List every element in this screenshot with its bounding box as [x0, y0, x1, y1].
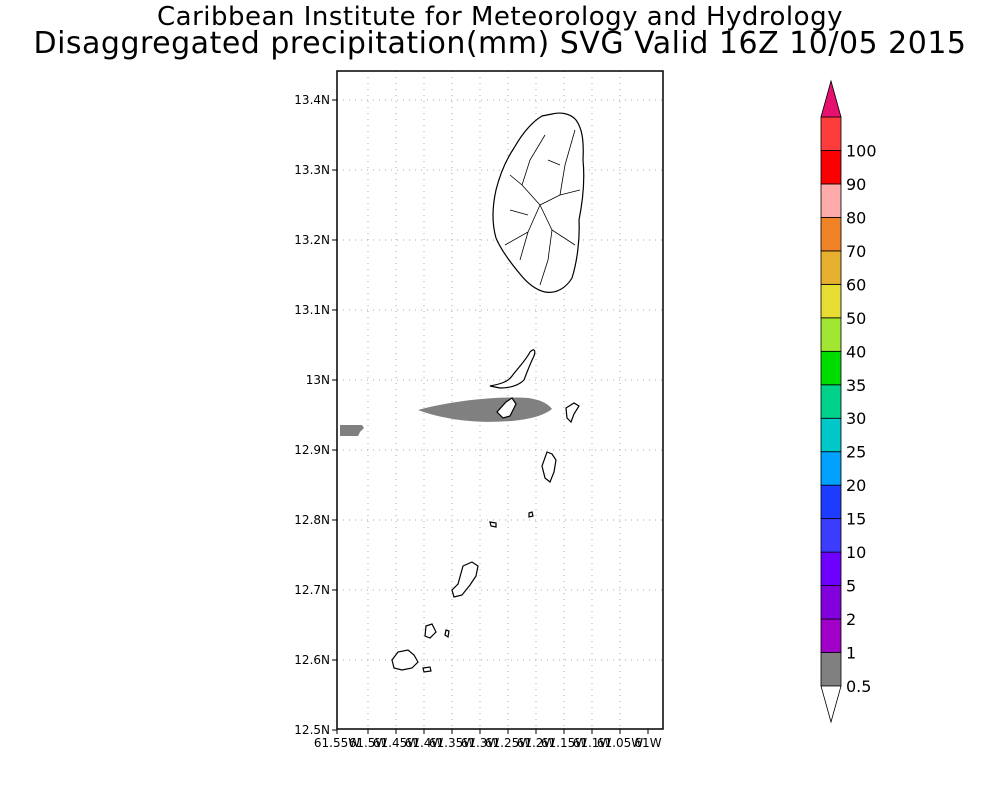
color-bar-segment	[820, 183, 842, 218]
color-bar-label: 35	[846, 376, 866, 395]
color-bar-segment	[820, 551, 842, 586]
color-bar-label: 90	[846, 175, 866, 194]
lon-tick-label: 61.25W	[485, 736, 531, 750]
color-bar-label: 15	[846, 510, 866, 529]
color-bar-segment	[820, 384, 842, 419]
plot-frame	[336, 70, 664, 730]
color-bar-segment	[820, 350, 842, 386]
lon-tick-label: 61.45W	[373, 736, 419, 750]
color-bar-segment	[820, 518, 842, 553]
color-bar-segment	[820, 283, 842, 319]
color-bar-label: 25	[846, 443, 866, 462]
lon-tick-label: 61.15W	[541, 736, 587, 750]
island-small-3	[541, 451, 557, 483]
coastlines	[391, 112, 585, 673]
color-bar-segment	[820, 217, 842, 252]
lat-tick-label: 12.5N	[294, 723, 330, 737]
chart-title: Caribbean Institute for Meteorology and …	[157, 2, 843, 32]
color-bar-segment	[820, 250, 842, 285]
island-small-1	[496, 397, 517, 419]
island-internal-boundaries	[504, 129, 581, 286]
lon-tick-label: 61.5W	[349, 736, 388, 750]
color-bar-segment	[820, 652, 842, 687]
color-bar-segment	[820, 116, 842, 151]
lon-tick-label: 61.4W	[405, 736, 444, 750]
lat-tick-label: 12.9N	[294, 443, 330, 457]
lon-tick-label: 61W	[634, 736, 661, 750]
color-bar-segment	[820, 150, 842, 185]
island-small-7	[444, 629, 450, 639]
color-bar-label: 40	[846, 342, 866, 361]
color-bar-label: 30	[846, 409, 866, 428]
island-small-8	[422, 666, 432, 673]
island-bequia	[489, 349, 536, 389]
lat-tick-label: 13N	[306, 373, 330, 387]
color-bar-under-arrow	[820, 685, 842, 724]
lat-tick-label: 12.8N	[294, 513, 330, 527]
color-bar-segment	[820, 618, 842, 653]
color-bar-label: 70	[846, 242, 866, 261]
color-bar-label: 10	[846, 543, 866, 562]
color-bar-label: 1	[846, 644, 856, 663]
color-bar-segment	[820, 417, 842, 453]
lat-tick-label: 12.6N	[294, 653, 330, 667]
lon-tick-label: 61.35W	[429, 736, 475, 750]
lat-tick-label: 13.4N	[294, 93, 330, 107]
lon-tick-label: 61.3W	[461, 736, 500, 750]
island-small-2	[565, 402, 580, 424]
precipitation-shading	[340, 397, 552, 436]
color-bar-label: 50	[846, 309, 866, 328]
color-bar-label: 100	[846, 141, 877, 160]
island-small-6	[424, 623, 437, 639]
color-bar-label: 0.5	[846, 677, 871, 696]
lon-tick-label: 61.55W	[314, 736, 360, 750]
lat-tick-label: 13.2N	[294, 233, 330, 247]
color-bar-label: 5	[846, 577, 856, 596]
color-bar-label: 80	[846, 208, 866, 227]
color-bar-label: 20	[846, 476, 866, 495]
island-small-4	[489, 521, 497, 528]
color-bar-segment	[820, 484, 842, 520]
color-bar-over-arrow	[820, 79, 842, 118]
island-carriacou	[391, 649, 419, 671]
color-bar-segment	[820, 317, 842, 352]
precip-band	[418, 397, 552, 422]
color-bar-segment	[820, 585, 842, 620]
island-small-5	[528, 511, 534, 518]
lon-tick-label: 61.1W	[573, 736, 612, 750]
lat-tick-label: 13.3N	[294, 163, 330, 177]
island-carriacou-north	[451, 561, 479, 598]
chart-subtitle: Disaggregated precipitation(mm) SVG Vali…	[33, 26, 967, 61]
grid-lines: 13.4N 13.3N 13.2N 13.1N 13N 12.9N 12.8N 12.7N 12…	[294, 71, 663, 750]
lon-tick-label: 61.05W	[597, 736, 643, 750]
lat-tick-label: 13.1N	[294, 303, 330, 317]
color-bar-label: 60	[846, 275, 866, 294]
lon-tick-label: 61.2W	[517, 736, 556, 750]
color-bar-segment	[820, 451, 842, 486]
lat-tick-label: 12.7N	[294, 583, 330, 597]
precip-patch-west	[340, 425, 364, 436]
color-bar-label: 2	[846, 610, 856, 629]
